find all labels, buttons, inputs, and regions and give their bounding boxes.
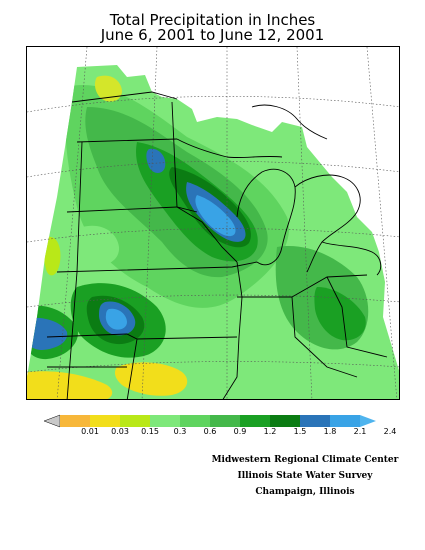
legend-swatch: [330, 415, 360, 427]
field-east-1-5: [314, 287, 366, 341]
legend-tick-label: 2.4: [383, 427, 397, 436]
lake-huron-shore: [294, 174, 361, 273]
credit-block: Midwestern Regional Climate Center Illin…: [205, 452, 405, 500]
legend-swatch: [120, 415, 150, 427]
precipitation-field: [27, 65, 399, 399]
legend-tick-label: 2.1: [353, 427, 367, 436]
credit-line-2: Illinois State Water Survey: [237, 471, 373, 481]
boundary-line: [56, 261, 258, 273]
field-sw-dry: [27, 371, 113, 399]
legend-tick-label: 0.3: [173, 427, 187, 436]
lake-erie-shore: [321, 241, 382, 276]
credit-line-1: Midwestern Regional Climate Center: [211, 455, 399, 465]
legend-swatch: [150, 415, 180, 427]
boundary-line: [126, 338, 138, 399]
legend-swatch: [90, 415, 120, 427]
legend-swatch: [180, 415, 210, 427]
boundary-line: [171, 101, 178, 208]
color-legend: 0.01 0.03 0.15 0.3 0.6 0.9 1.2 1.5 1.8 2.1 2.4: [40, 413, 396, 443]
field-w-light: [80, 225, 120, 266]
graticule-line: [27, 161, 399, 178]
graticule-line: [141, 47, 158, 399]
graticule: [27, 47, 399, 399]
boundary-line: [222, 261, 243, 399]
legend-tick-label: 1.8: [323, 427, 337, 436]
legend-tick-label: 1.5: [293, 427, 307, 436]
map-canvas: [27, 47, 399, 399]
boundary-line: [237, 296, 358, 378]
precipitation-map: [26, 46, 400, 400]
credit-line-3: Champaign, Illinois: [255, 487, 355, 497]
legend-swatch: [210, 415, 240, 427]
legend-bar: [43, 414, 376, 428]
legend-swatch: [60, 415, 90, 427]
legend-swatch: [270, 415, 300, 427]
legend-swatch: [300, 415, 330, 427]
legend-tick-label: 0.9: [233, 427, 247, 436]
graticule-line: [27, 294, 399, 308]
legend-tick-label: 0.6: [203, 427, 217, 436]
map-title-line-2: June 6, 2001 to June 12, 2001: [100, 26, 325, 44]
boundary-line: [76, 138, 178, 143]
graticule-line: [296, 47, 313, 399]
boundary-line: [66, 141, 83, 399]
boundary-line: [251, 104, 328, 140]
field-sw-2-4: [105, 308, 127, 330]
us-canada-border: [71, 91, 178, 103]
graticule-line: [27, 96, 399, 113]
boundary-line: [176, 206, 238, 263]
field-2-4: [195, 195, 236, 237]
field-w-dry: [43, 236, 61, 276]
graticule-line: [27, 361, 399, 373]
legend-below-min-arrow: [43, 414, 61, 428]
field-north-blue: [146, 148, 166, 173]
legend-tick-label: 0.15: [141, 427, 159, 436]
boundary-line: [46, 333, 238, 340]
graticule-line: [27, 228, 399, 243]
legend-swatch: [240, 415, 270, 427]
lake-superior-shore: [176, 138, 283, 159]
boundary-line: [326, 276, 388, 358]
legend-tick-label: 1.2: [263, 427, 277, 436]
legend-above-max-arrow: [360, 415, 376, 427]
state-boundaries: [46, 91, 388, 399]
legend-tick-label: 0.01: [81, 427, 99, 436]
field-n-dry: [94, 75, 122, 102]
legend-tick-label: 0.03: [111, 427, 129, 436]
map-title-line-1: Total Precipitation in Inches: [109, 11, 316, 29]
field-s-dry: [114, 362, 188, 396]
field-w-2-1: [27, 317, 68, 350]
